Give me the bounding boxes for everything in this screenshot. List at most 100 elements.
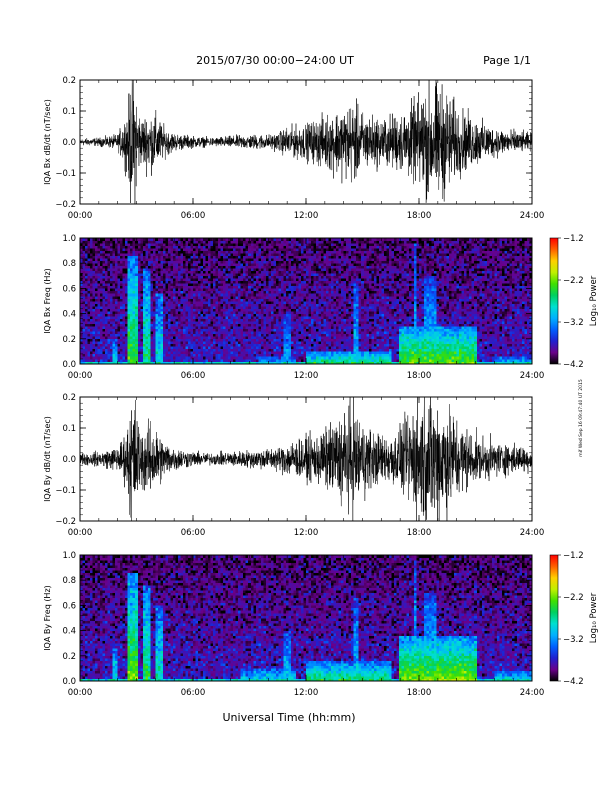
- bx-spectrogram-cell: [120, 253, 123, 256]
- bx-spectrogram-cell: [225, 248, 229, 251]
- bx-spectrogram-cell: [258, 353, 262, 357]
- bx-spectrogram-cell: [205, 288, 209, 292]
- bx-spectrogram-cell: [198, 348, 201, 352]
- bx-spectrogram-cell: [170, 318, 174, 322]
- bx-spectrogram-cell: [97, 348, 101, 352]
- bx-spectrogram-cell: [145, 361, 149, 365]
- bx-spectrogram-cell: [228, 341, 231, 345]
- bx-spectrogram-cell: [223, 351, 226, 355]
- bx-spectrogram-cell: [240, 333, 244, 337]
- bx-spectrogram-cell: [218, 258, 221, 261]
- bx-spectrogram-cell: [82, 288, 86, 292]
- bx-spectrogram-cell: [130, 306, 134, 309]
- bx-spectrogram-cell: [82, 245, 86, 249]
- bx-spectrogram-cell: [130, 351, 134, 355]
- bx-spectrogram-cell: [180, 311, 184, 314]
- bx-spectrogram-cell: [195, 258, 199, 261]
- bx-spectrogram-cell: [190, 243, 194, 246]
- bx-spectrogram-cell: [185, 323, 189, 327]
- bx-spectrogram-cell: [245, 353, 249, 357]
- bx-spectrogram-cell: [190, 316, 194, 319]
- bx-spectrogram-cell: [198, 263, 201, 267]
- bx-spectrogram-cell: [95, 361, 98, 365]
- bx-spectrogram-cell: [150, 243, 154, 246]
- bx-spectrogram-cell: [260, 356, 264, 360]
- bx-spectrogram-cell: [107, 238, 111, 241]
- bx-spectrogram-cell: [316, 333, 319, 337]
- bx-spectrogram-cell: [195, 328, 199, 332]
- bx-spectrogram-cell: [155, 290, 159, 294]
- bx-spectrogram-cell: [260, 253, 264, 256]
- bx-spectrogram-cell: [95, 250, 98, 254]
- bx-spectrogram-cell: [298, 263, 302, 267]
- bx-spectrogram-cell: [90, 346, 93, 350]
- bx-spectrogram-cell: [135, 313, 139, 317]
- bx-spectrogram-cell: [97, 346, 101, 350]
- bx-spectrogram-cell: [245, 316, 249, 319]
- bx-spectrogram-cell: [248, 270, 252, 274]
- bx-spectrogram-cell: [155, 283, 159, 287]
- bx-spectrogram-cell: [308, 341, 312, 345]
- bx-spectrogram-cell: [155, 343, 159, 347]
- bx-spectrogram-cell: [110, 265, 113, 269]
- bx-spectrogram-cell: [255, 238, 259, 241]
- bx-spectrogram-cell: [172, 265, 176, 269]
- bx-spectrogram-cell: [235, 258, 239, 261]
- bx-spectrogram-cell: [85, 353, 88, 357]
- bx-spectrogram-cell: [180, 263, 184, 267]
- bx-spectrogram-cell: [288, 258, 292, 261]
- bx-waveform-xtick-label: 00:00: [68, 211, 93, 221]
- bx-spectrogram-cell: [112, 341, 116, 345]
- bx-spectrogram-cell: [295, 361, 299, 365]
- bx-spectrogram-cell: [182, 263, 186, 267]
- bx-spectrogram-cell: [298, 243, 302, 246]
- bx-spectrogram-cell: [162, 283, 166, 287]
- bx-spectrogram-cell: [295, 338, 299, 342]
- bx-spectrogram-cell: [255, 260, 259, 264]
- bx-spectrogram-cell: [167, 358, 171, 362]
- bx-spectrogram-cell: [230, 285, 234, 289]
- bx-spectrogram-cell: [145, 270, 149, 274]
- bx-spectrogram-cell: [268, 353, 272, 357]
- bx-spectrogram-cell: [230, 358, 234, 362]
- bx-spectrogram-cell: [213, 293, 216, 297]
- bx-spectrogram-cell: [243, 283, 247, 287]
- bx-spectrogram-cell: [150, 288, 154, 292]
- bx-spectrogram-cell: [240, 275, 244, 279]
- bx-spectrogram-cell: [122, 358, 126, 362]
- bx-spectrogram-cell: [165, 331, 169, 335]
- bx-spectrogram-cell: [218, 336, 221, 340]
- bx-spectrogram-cell: [225, 316, 229, 319]
- bx-spectrogram-cell: [298, 331, 302, 335]
- bx-spectrogram-cell: [260, 240, 264, 244]
- bx-spectrogram-cell: [102, 313, 106, 317]
- bx-spectrogram-cell: [200, 298, 204, 302]
- bx-spectrogram-cell: [115, 248, 118, 251]
- bx-spectrogram-cell: [185, 273, 189, 277]
- bx-spectrogram-cell: [253, 346, 257, 350]
- bx-spectrogram-cell: [273, 258, 277, 261]
- bx-spectrogram-cell: [273, 313, 277, 317]
- bx-spectrogram-cell: [290, 326, 294, 330]
- bx-spectrogram-cell: [195, 306, 199, 309]
- bx-spectrogram-cell: [218, 301, 221, 304]
- bx-spectrogram-cell: [100, 303, 103, 307]
- bx-spectrogram-cell: [160, 336, 164, 340]
- bx-spectrogram-cell: [80, 351, 83, 355]
- bx-spectrogram-cell: [155, 341, 159, 345]
- bx-spectrogram-cell: [190, 346, 194, 350]
- bx-spectrogram-cell: [198, 328, 201, 332]
- bx-spectrogram-cell: [225, 361, 229, 365]
- bx-spectrogram-cell: [321, 255, 324, 259]
- bx-spectrogram-cell: [122, 273, 126, 277]
- bx-spectrogram-cell: [137, 348, 141, 352]
- bx-spectrogram-cell: [306, 280, 309, 284]
- bx-spectrogram-cell: [308, 278, 312, 282]
- bx-spectrogram-cell: [210, 280, 214, 284]
- bx-spectrogram-cell: [240, 343, 244, 347]
- bx-spectrogram-cell: [225, 240, 229, 244]
- bx-spectrogram-cell: [205, 303, 209, 307]
- bx-spectrogram-cell: [137, 356, 141, 360]
- bx-spectrogram-cell: [265, 333, 269, 337]
- bx-spectrogram-cell: [290, 258, 294, 261]
